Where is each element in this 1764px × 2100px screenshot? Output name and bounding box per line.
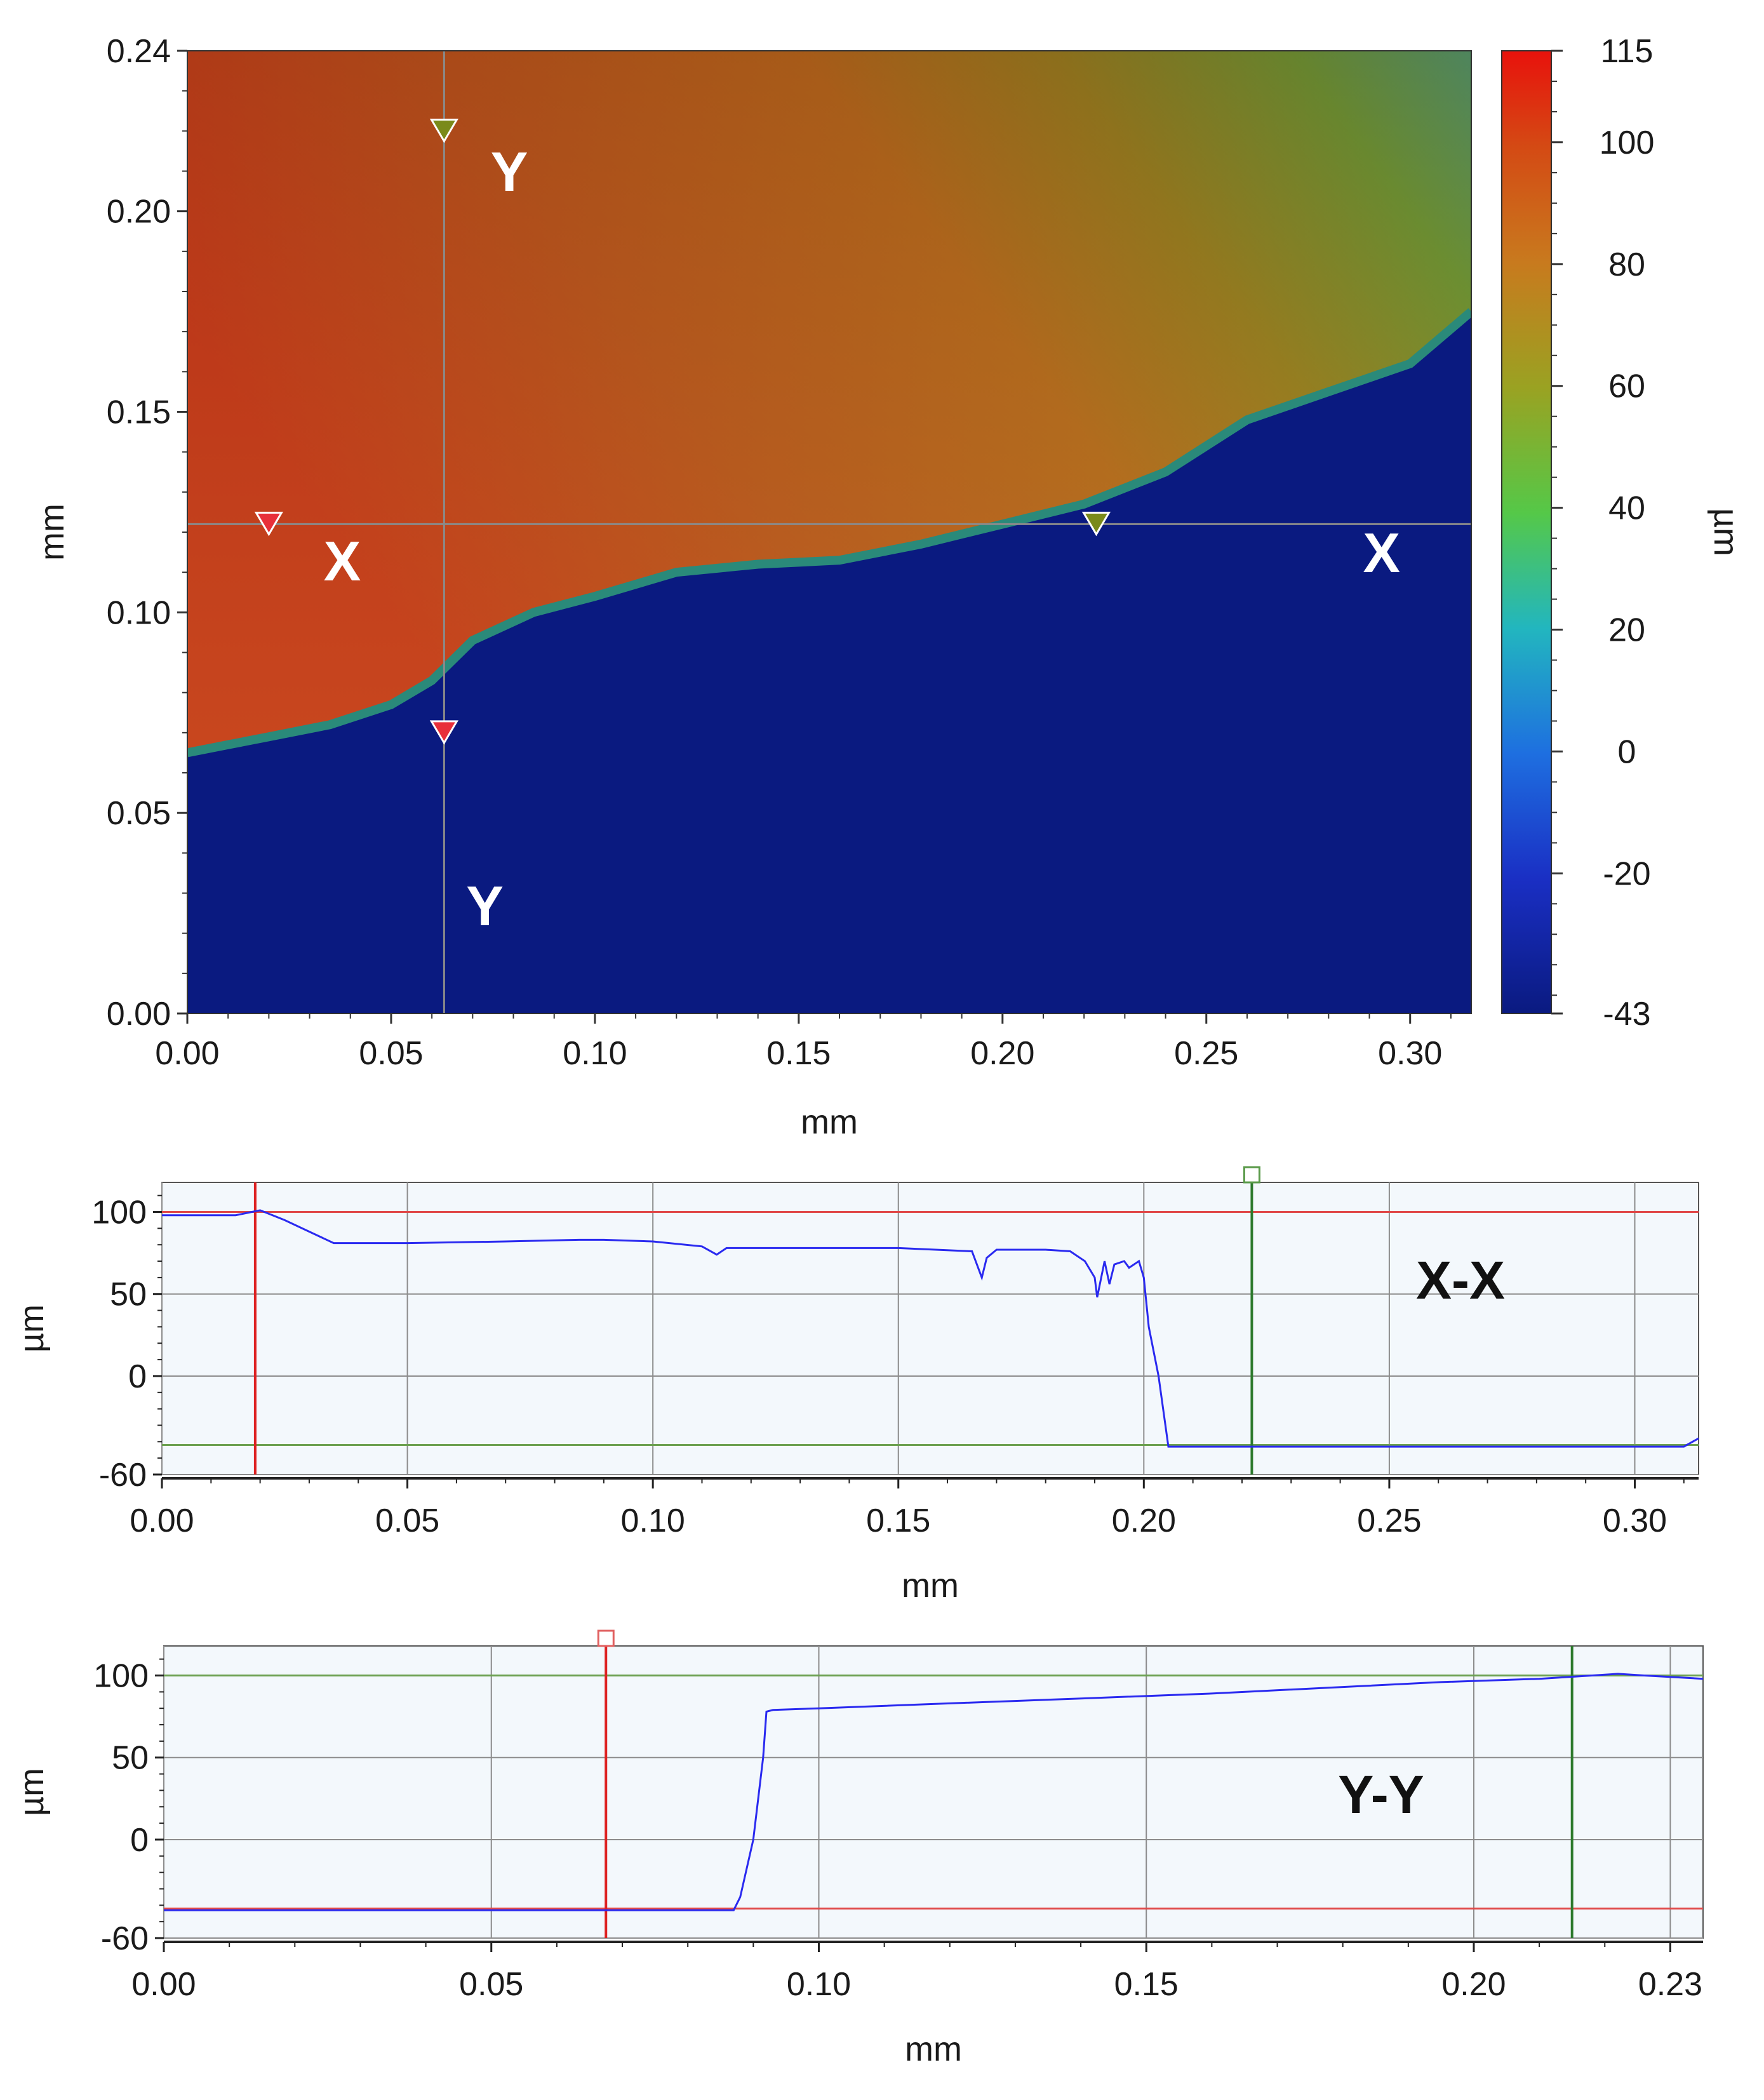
map-x-tick-label: 0.20: [970, 1035, 1034, 1072]
colorbar-tick-label: 20: [1608, 612, 1645, 649]
profile-x-x-x-tick-label: 0.30: [1603, 1502, 1667, 1539]
profile-y-y-plot-area: [163, 1645, 1704, 1939]
profile-x-x-y-tick-label: 0: [128, 1358, 147, 1395]
profile-y-y-x-tick-label: 0.00: [131, 1966, 196, 2003]
map-x-tick-label: 0.25: [1174, 1035, 1238, 1072]
profile-x-x-x-tick-label: 0.10: [621, 1502, 685, 1539]
map-y-tick-label: 0.15: [107, 394, 171, 431]
map-y-axis-label: mm: [33, 504, 71, 561]
colorbar-tick-label: -20: [1603, 855, 1650, 892]
map-x-tick-label: 0.15: [766, 1035, 831, 1072]
map-label-x-2: X: [1363, 521, 1400, 584]
map-y-tick-label: 0.05: [107, 795, 171, 832]
profile-x-x-y-tick-label: -60: [99, 1457, 147, 1494]
profile-y-y: 0.00 0.05 0.10 0.15 0.20 0.23 100 50 0 -60 Y-Y mm…: [13, 1629, 1704, 2068]
profile-y-y-x-tick-label: 0.05: [459, 1966, 523, 2003]
colorbar: 115 100 80 60 40 20 0 -20 -43 µm: [1501, 33, 1745, 1033]
colorbar-tick-label: -43: [1603, 996, 1650, 1033]
map-edge: [187, 308, 1471, 758]
colorbar-tick-label: 0: [1618, 733, 1636, 770]
profile-y-y-tag: Y-Y: [1338, 1765, 1424, 1824]
profile-y-y-cursor-handle[interactable]: [597, 1629, 615, 1647]
profile-y-y-x-tick-label: 0.23: [1638, 1966, 1702, 2003]
map-y-tick-label: 0.10: [107, 594, 171, 631]
map-label-y-4: Y: [466, 874, 504, 937]
profile-y-y-x-tick-label: 0.20: [1441, 1966, 1506, 2003]
map-label-x-1: X: [324, 530, 361, 592]
cursor-marker-x-1[interactable]: [254, 511, 284, 537]
colorbar-tick-label: 60: [1608, 368, 1645, 405]
cursor-marker-y-4[interactable]: [429, 118, 459, 144]
map-label-y-3: Y: [491, 140, 528, 203]
profile-y-y-x-tick-label: 0.10: [787, 1966, 851, 2003]
profile-x-x-plot-area: [161, 1182, 1699, 1475]
colorbar-tick-label: 115: [1601, 33, 1654, 70]
map-y-tick-label: 0.20: [107, 194, 171, 231]
cursor-marker-x-2[interactable]: [1081, 511, 1111, 537]
profile-y-y-y-tick-label: 0: [130, 1822, 149, 1859]
map-y-tick-label: 0.00: [107, 996, 171, 1033]
profile-y-y-y-axis-label: µm: [13, 1768, 51, 1816]
profile-x-x-x-tick-label: 0.25: [1357, 1502, 1421, 1539]
profile-x-x-line: [162, 1209, 1699, 1448]
map-x-axis-label: mm: [801, 1103, 858, 1141]
colorbar-scale: [1501, 50, 1552, 1014]
profile-x-x-tag: X-X: [1416, 1250, 1505, 1310]
profile-x-x-x-tick-label: 0.00: [130, 1502, 194, 1539]
colorbar-tick-label: 80: [1608, 246, 1645, 283]
profile-x-x-x-axis-label: mm: [902, 1567, 959, 1605]
profile-y-y-x-tick-label: 0.15: [1114, 1966, 1179, 2003]
map-surface-shade: [187, 51, 1471, 753]
colorbar-label: µm: [1707, 508, 1745, 556]
cursor-marker-y-3[interactable]: [429, 720, 459, 745]
profile-y-y-y-tick-label: 100: [93, 1658, 149, 1695]
profile-x-x-x-tick-label: 0.05: [375, 1502, 439, 1539]
profile-x-x-y-axis-label: µm: [13, 1304, 51, 1353]
profile-x-x-y-tick-label: 50: [110, 1276, 147, 1313]
profile-x-x-y-tick-label: 100: [91, 1194, 147, 1231]
map-x-tick-label: 0.05: [359, 1035, 423, 1072]
colorbar-tick-label: 100: [1600, 124, 1655, 161]
map-x-tick-label: 0.00: [155, 1035, 219, 1072]
profile-x-x-x-tick-label: 0.20: [1112, 1502, 1176, 1539]
profile-x-x-x-tick-label: 0.15: [866, 1502, 930, 1539]
map-y-tick-label: 0.24: [107, 33, 171, 70]
colorbar-tick-label: 40: [1608, 490, 1645, 527]
height-map: X X Y Y 0.00 0.05 0.10 0.15 0.20 0.25 0.30 0.00 0.0…: [33, 33, 1472, 1141]
profile-x-x-cursor-handle[interactable]: [1243, 1166, 1260, 1184]
profile-y-y-x-axis-label: mm: [905, 2030, 962, 2068]
profile-y-y-y-tick-label: 50: [112, 1740, 149, 1777]
map-x-tick-label: 0.10: [563, 1035, 627, 1072]
map-x-tick-label: 0.30: [1378, 1035, 1442, 1072]
profile-x-x: 0.00 0.05 0.10 0.15 0.20 0.25 0.30 100 50 0 -60 X-…: [13, 1166, 1699, 1605]
profile-y-y-line: [164, 1673, 1703, 1911]
profile-y-y-y-tick-label: -60: [101, 1920, 149, 1957]
